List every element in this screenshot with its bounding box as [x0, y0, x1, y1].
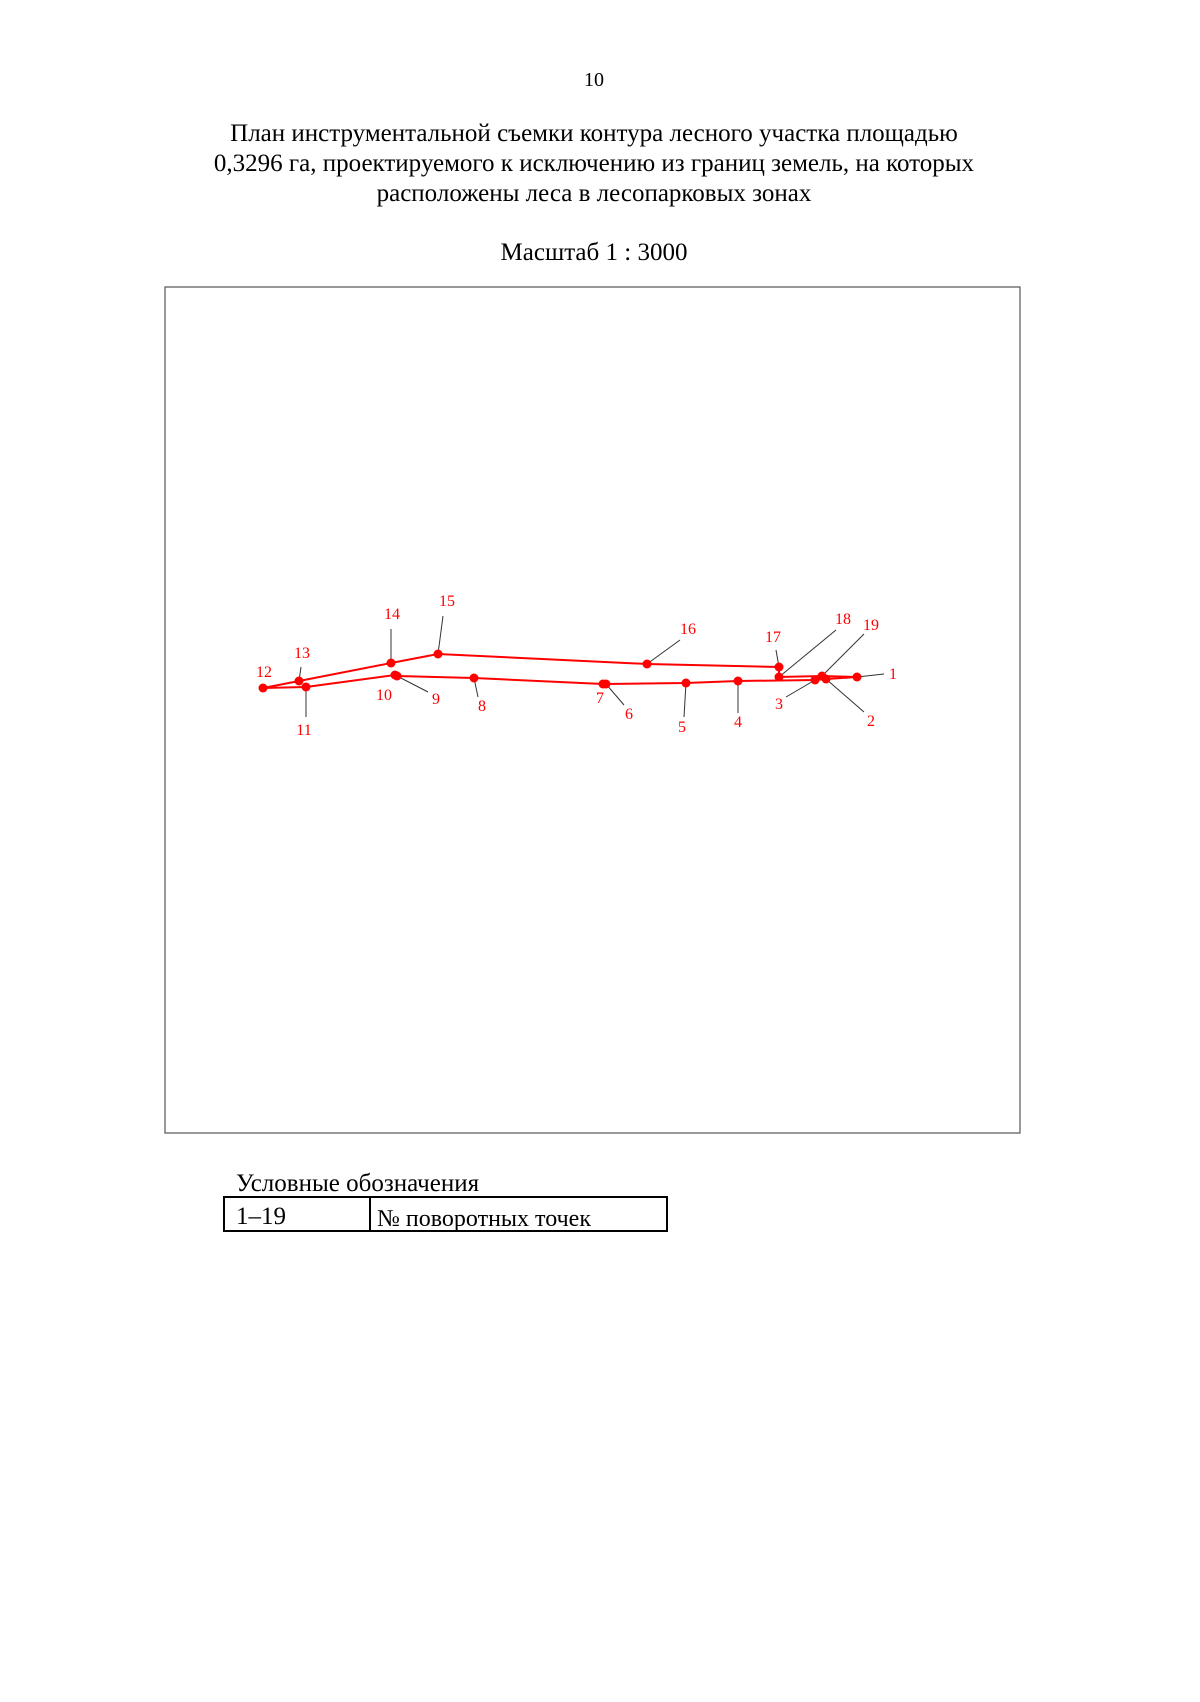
- leader: [778, 629, 837, 678]
- point-label: 14: [384, 606, 400, 623]
- point-label: 12: [256, 664, 272, 681]
- turning-point: [386, 658, 396, 668]
- turning-point: [733, 676, 743, 686]
- point-label: 9: [432, 691, 440, 708]
- legend-cell: № поворотных точек: [377, 1206, 591, 1232]
- legend-title: Условные обозначения: [236, 1170, 480, 1197]
- point-label: 7: [596, 690, 604, 707]
- turning-point: [598, 679, 608, 689]
- point-label: 3: [775, 696, 783, 713]
- turning-point: [258, 683, 268, 693]
- leader: [821, 633, 865, 677]
- turning-point: [433, 649, 443, 659]
- turning-point: [294, 676, 304, 686]
- point-label: 15: [439, 593, 455, 610]
- contour: [262, 652, 858, 689]
- point-label: 5: [678, 719, 686, 736]
- scale: Масштаб 1 : 3000: [501, 239, 688, 266]
- title-line: 0,3296 га, проектируемого к исключению и…: [214, 150, 975, 177]
- leader: [683, 682, 687, 718]
- point-label: 1: [889, 666, 897, 683]
- turning-point: [681, 678, 691, 688]
- title-line: расположены леса в лесопарковых зонах: [377, 180, 812, 207]
- point-label: 16: [680, 621, 696, 638]
- point-label: 13: [294, 645, 310, 662]
- turning-point: [817, 671, 827, 681]
- turning-point: [301, 682, 311, 692]
- leader: [646, 639, 681, 665]
- page-number: 10: [584, 69, 604, 91]
- title-line: План инструментальной съемки контура лес…: [230, 120, 958, 147]
- legend-table: [223, 1196, 668, 1232]
- leader: [856, 673, 885, 678]
- turning-point: [852, 672, 862, 682]
- point-label: 11: [296, 722, 311, 739]
- point-label: 2: [867, 713, 875, 730]
- leader: [825, 678, 865, 713]
- turning-point: [810, 675, 820, 685]
- turning-point: [390, 670, 400, 680]
- point-label: 18: [835, 611, 851, 628]
- point-label: 4: [734, 714, 742, 731]
- turning-point: [469, 673, 479, 683]
- point-label: 17: [765, 629, 781, 646]
- turning-point: [774, 662, 784, 672]
- leader: [396, 675, 429, 693]
- point-label: 8: [478, 698, 486, 715]
- point-label: 10: [376, 687, 392, 704]
- legend-cell: 1–19: [236, 1203, 286, 1230]
- point-label: 6: [625, 706, 633, 723]
- turning-point: [642, 659, 652, 669]
- leader: [605, 683, 625, 706]
- leader: [785, 679, 816, 698]
- turning-point: [774, 672, 784, 682]
- leader: [437, 615, 444, 655]
- point-label: 19: [863, 617, 879, 634]
- map-frame: [164, 286, 1021, 1134]
